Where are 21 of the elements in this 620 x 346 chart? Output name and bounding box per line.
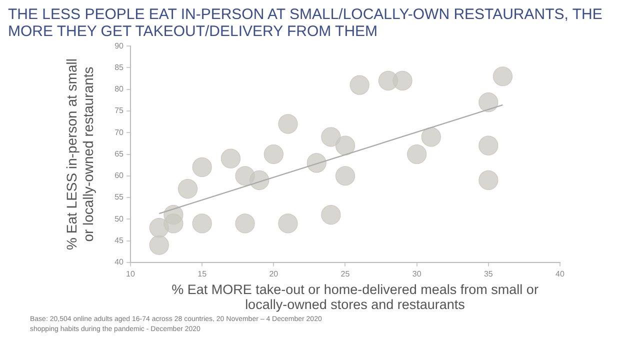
x-tick-label: 35	[484, 269, 494, 278]
y-axis-title: % Eat LESS in-person at small or locally-owned restaurants	[63, 58, 96, 250]
y-tick-label: 80	[114, 84, 124, 94]
x-tick-label: 25	[340, 269, 350, 278]
y-tick-label: 60	[114, 171, 124, 180]
y-tick-label: 45	[114, 236, 124, 245]
y-tick-label: 65	[114, 149, 124, 158]
x-axis-title: % Eat MORE take-out or home-delivered meals from small or locally-owned stores and restaurants	[170, 282, 540, 312]
y-tick-label: 50	[114, 214, 124, 224]
y-tick-label: 90	[114, 41, 124, 50]
chart-title: THE LESS PEOPLE EAT IN-PERSON AT SMALL/LOCALLY-OWN RESTAURANTS, THE MORE THEY GET TAKEOUT/DELIVERY FROM THEM	[8, 6, 604, 40]
y-tick-label: 85	[114, 62, 124, 72]
x-tick-label: 30	[412, 269, 422, 278]
x-tick-label: 40	[556, 269, 565, 278]
y-tick-label: 40	[114, 258, 124, 267]
x-tick-label: 15	[198, 269, 208, 278]
y-tick-label: 55	[114, 192, 124, 202]
x-tick-label: 20	[269, 269, 279, 278]
y-tick-label: 75	[114, 106, 124, 116]
x-tick-label: 10	[126, 269, 136, 278]
y-tick-label: 70	[114, 128, 124, 137]
